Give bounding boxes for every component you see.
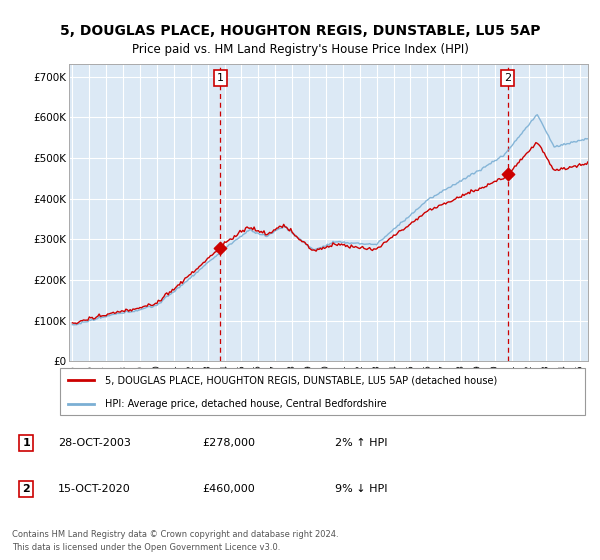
Text: HPI: Average price, detached house, Central Bedfordshire: HPI: Average price, detached house, Cent… bbox=[105, 399, 386, 409]
Text: 5, DOUGLAS PLACE, HOUGHTON REGIS, DUNSTABLE, LU5 5AP: 5, DOUGLAS PLACE, HOUGHTON REGIS, DUNSTA… bbox=[60, 24, 540, 38]
Text: Price paid vs. HM Land Registry's House Price Index (HPI): Price paid vs. HM Land Registry's House … bbox=[131, 43, 469, 55]
Text: Contains HM Land Registry data © Crown copyright and database right 2024.: Contains HM Land Registry data © Crown c… bbox=[12, 530, 338, 539]
Text: 2: 2 bbox=[22, 484, 30, 494]
Text: 5, DOUGLAS PLACE, HOUGHTON REGIS, DUNSTABLE, LU5 5AP (detached house): 5, DOUGLAS PLACE, HOUGHTON REGIS, DUNSTA… bbox=[105, 375, 497, 385]
Text: This data is licensed under the Open Government Licence v3.0.: This data is licensed under the Open Gov… bbox=[12, 543, 280, 552]
FancyBboxPatch shape bbox=[59, 368, 586, 414]
Text: 28-OCT-2003: 28-OCT-2003 bbox=[58, 438, 131, 448]
Text: 1: 1 bbox=[217, 73, 224, 83]
Text: 2% ↑ HPI: 2% ↑ HPI bbox=[335, 438, 387, 448]
Text: 1: 1 bbox=[22, 438, 30, 448]
Text: £460,000: £460,000 bbox=[202, 484, 255, 494]
Text: £278,000: £278,000 bbox=[202, 438, 255, 448]
Text: 9% ↓ HPI: 9% ↓ HPI bbox=[335, 484, 387, 494]
Text: 2: 2 bbox=[504, 73, 511, 83]
Point bbox=[503, 170, 512, 179]
Text: 15-OCT-2020: 15-OCT-2020 bbox=[58, 484, 131, 494]
Point bbox=[215, 244, 225, 253]
